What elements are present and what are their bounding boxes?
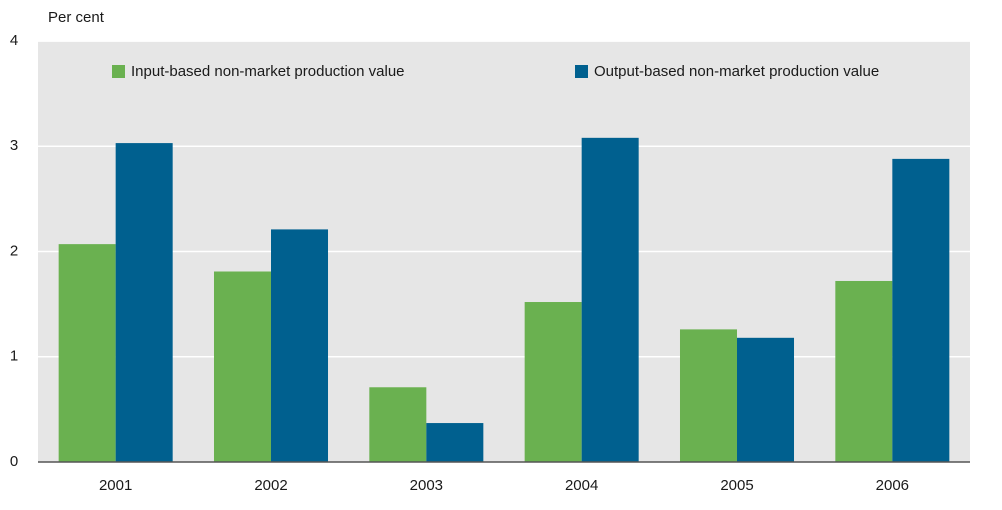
legend-swatch — [575, 65, 588, 78]
bar — [581, 137, 639, 462]
x-tick-label: 2002 — [254, 477, 287, 494]
x-tick-label: 2001 — [99, 477, 132, 494]
y-tick-label: 4 — [10, 32, 18, 49]
bar — [271, 229, 329, 462]
bar — [679, 329, 737, 462]
bar — [115, 143, 173, 462]
bar — [213, 271, 271, 462]
y-tick-label: 2 — [10, 242, 18, 259]
bar — [58, 244, 116, 462]
bar — [737, 337, 795, 462]
bar — [835, 280, 893, 462]
bar — [426, 423, 484, 462]
y-tick-label: 0 — [10, 453, 18, 470]
x-tick-label: 2004 — [565, 477, 598, 494]
bar — [369, 387, 427, 462]
bar — [524, 302, 582, 462]
legend-label: Output-based non-market production value — [594, 63, 879, 80]
y-tick-label: 3 — [10, 137, 18, 154]
x-tick-label: 2005 — [720, 477, 753, 494]
y-tick-label: 1 — [10, 348, 18, 365]
bar — [892, 158, 950, 462]
legend-label: Input-based non-market production value — [131, 63, 405, 80]
x-tick-label: 2006 — [876, 477, 909, 494]
legend-swatch — [112, 65, 125, 78]
x-tick-label: 2003 — [410, 477, 443, 494]
y-axis-label: Per cent — [48, 9, 105, 26]
